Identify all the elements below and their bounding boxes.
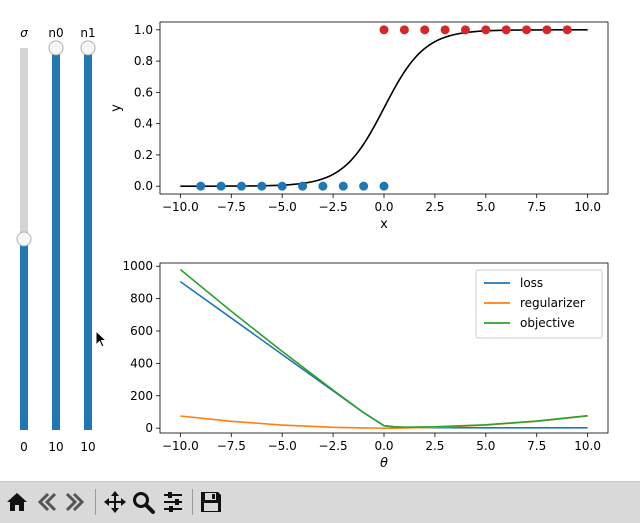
slider-n1-value: 10: [80, 440, 95, 454]
navigation-toolbar: [0, 481, 640, 523]
blue-scatter-point: [379, 181, 389, 191]
red-scatter-point: [542, 25, 552, 35]
slider-n0[interactable]: n0 10: [48, 26, 63, 454]
top-x-tick-label: −2.5: [319, 200, 348, 214]
move-icon[interactable]: [103, 490, 127, 514]
red-scatter-point: [460, 25, 470, 35]
top-y-axis-label: y: [109, 104, 124, 112]
top-y-tick-label: 0.4: [134, 117, 153, 131]
top-x-tick-label: 2.5: [425, 200, 444, 214]
mouse-cursor-icon: [95, 330, 108, 348]
blue-scatter-point: [277, 181, 287, 191]
bottom-x-tick-label: 10.0: [574, 439, 601, 453]
legend-objective-label: objective: [520, 316, 575, 330]
bottom-y-tick-label: 1000: [122, 259, 153, 273]
slider-sigma-handle[interactable]: [16, 231, 32, 247]
bottom-x-tick-label: −7.5: [217, 439, 246, 453]
slider-n1[interactable]: n1 10: [80, 26, 95, 454]
top-x-tick-label: −7.5: [217, 200, 246, 214]
bottom-x-tick-label: 2.5: [425, 439, 444, 453]
blue-scatter-point: [236, 181, 246, 191]
top-x-axis-label: x: [380, 217, 388, 232]
top-y-tick-label: 0.0: [134, 179, 153, 193]
red-scatter-point: [562, 25, 572, 35]
sliders-icon[interactable]: [161, 490, 185, 514]
slider-sigma-fill: [20, 239, 28, 430]
toolbar-separator: [95, 489, 96, 515]
top-y-tick-label: 1.0: [134, 23, 153, 37]
slider-n0-label: n0: [48, 26, 63, 40]
slider-n0-value: 10: [48, 440, 63, 454]
bottom-x-tick-label: 0.0: [374, 439, 393, 453]
slider-sigma-value: 0: [20, 440, 28, 454]
slider-panel: σ 0 n0 10 n1 10: [16, 26, 96, 454]
bottom-x-tick-label: −2.5: [319, 439, 348, 453]
red-scatter-point: [501, 25, 511, 35]
legend-regularizer-label: regularizer: [520, 296, 585, 310]
blue-scatter-point: [338, 181, 348, 191]
red-scatter-point: [379, 25, 389, 35]
figure-canvas: σ 0 n0 10 n1 10 −10.0 −7.5 −5.0 −2.5 0.0 2.5 5…: [16, 21, 609, 471]
top-y-tick-label: 0.2: [134, 148, 153, 162]
magnifier-icon[interactable]: [131, 490, 155, 514]
floppy-disk-icon[interactable]: [199, 490, 223, 514]
top-x-tick-label: 5.0: [476, 200, 495, 214]
legend-loss-label: loss: [520, 276, 543, 290]
top-x-tick-label: −10.0: [162, 200, 199, 214]
top-plot: −10.0 −7.5 −5.0 −2.5 0.0 2.5 5.0 7.5 10.0 0.0 0.2 0…: [109, 21, 609, 232]
objective-line: [179, 268, 588, 428]
home-icon[interactable]: [5, 490, 29, 514]
top-x-tick-label: 0.0: [374, 200, 393, 214]
red-scatter-point: [420, 25, 430, 35]
blue-scatter-point: [298, 181, 308, 191]
bottom-y-tick-label: 600: [130, 324, 153, 338]
blue-scatter-point: [216, 181, 226, 191]
top-x-tick-label: 7.5: [527, 200, 546, 214]
bottom-x-axis-label: θ: [380, 456, 388, 471]
slider-n1-label: n1: [80, 26, 95, 40]
slider-sigma-label: σ: [20, 26, 28, 40]
blue-scatter-point: [318, 181, 328, 191]
blue-scatter-point: [359, 181, 369, 191]
top-x-tick-label: −5.0: [268, 200, 297, 214]
bottom-x-tick-label: −5.0: [268, 439, 297, 453]
red-scatter-point: [522, 25, 532, 35]
legend-box: [475, 269, 603, 339]
sigmoid-curve: [180, 29, 588, 187]
arrow-right-icon[interactable]: [63, 490, 87, 514]
red-scatter-point: [481, 25, 491, 35]
top-x-tick-label: 10.0: [574, 200, 601, 214]
slider-n1-handle[interactable]: [80, 40, 96, 56]
slider-n0-fill: [52, 48, 60, 430]
bottom-x-tick-label: 5.0: [476, 439, 495, 453]
toolbar-separator: [192, 489, 193, 515]
bottom-x-tick-label: −10.0: [162, 439, 199, 453]
bottom-y-tick-label: 800: [130, 292, 153, 306]
bottom-y-tick-label: 200: [130, 389, 153, 403]
arrow-left-icon[interactable]: [35, 490, 59, 514]
slider-n1-fill: [84, 48, 92, 430]
blue-scatter-point: [196, 181, 206, 191]
slider-sigma[interactable]: σ 0: [16, 26, 32, 454]
bottom-y-tick-label: 400: [130, 356, 153, 370]
bottom-x-tick-label: 7.5: [527, 439, 546, 453]
red-scatter-point: [440, 25, 450, 35]
red-scatter-point: [399, 25, 409, 35]
bottom-y-tick-label: 0: [145, 421, 153, 435]
bottom-plot: −10.0 −7.5 −5.0 −2.5 0.0 2.5 5.0 7.5 10.0 0 200 400…: [122, 259, 609, 471]
top-y-tick-label: 0.6: [134, 85, 153, 99]
slider-n0-handle[interactable]: [48, 40, 64, 56]
top-y-tick-label: 0.8: [134, 54, 153, 68]
blue-scatter-point: [257, 181, 267, 191]
